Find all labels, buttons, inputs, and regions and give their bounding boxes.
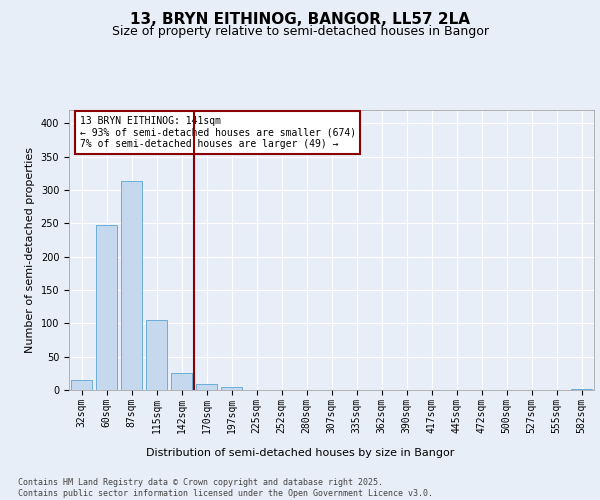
Text: Distribution of semi-detached houses by size in Bangor: Distribution of semi-detached houses by … bbox=[146, 448, 454, 458]
Text: 13, BRYN EITHINOG, BANGOR, LL57 2LA: 13, BRYN EITHINOG, BANGOR, LL57 2LA bbox=[130, 12, 470, 28]
Text: Size of property relative to semi-detached houses in Bangor: Size of property relative to semi-detach… bbox=[112, 25, 488, 38]
Bar bbox=[221, 386, 242, 390]
Bar bbox=[146, 320, 167, 390]
Bar bbox=[196, 384, 217, 390]
Bar bbox=[71, 380, 92, 390]
Bar bbox=[121, 182, 142, 390]
Bar bbox=[171, 374, 192, 390]
Y-axis label: Number of semi-detached properties: Number of semi-detached properties bbox=[25, 147, 35, 353]
Text: 13 BRYN EITHINOG: 141sqm
← 93% of semi-detached houses are smaller (674)
7% of s: 13 BRYN EITHINOG: 141sqm ← 93% of semi-d… bbox=[79, 116, 356, 149]
Bar bbox=[96, 224, 117, 390]
Text: Contains HM Land Registry data © Crown copyright and database right 2025.
Contai: Contains HM Land Registry data © Crown c… bbox=[18, 478, 433, 498]
